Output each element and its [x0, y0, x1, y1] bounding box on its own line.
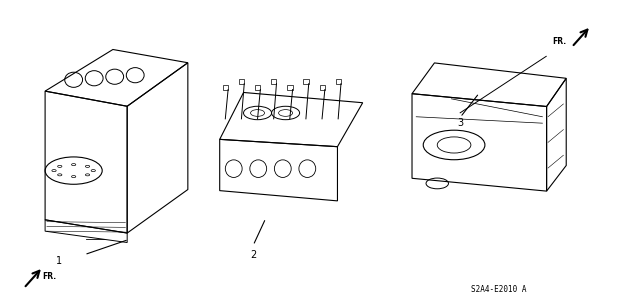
Bar	[287, 85, 292, 90]
Bar	[255, 85, 260, 90]
Text: 2: 2	[250, 250, 256, 260]
Text: FR.: FR.	[552, 37, 566, 46]
Bar	[271, 79, 276, 84]
Text: 1: 1	[56, 256, 62, 266]
Bar	[223, 85, 228, 90]
Text: S2A4-E2010 A: S2A4-E2010 A	[470, 286, 526, 294]
Bar	[319, 85, 325, 90]
Bar	[303, 79, 308, 84]
Text: FR.: FR.	[42, 272, 56, 281]
Text: 3: 3	[457, 119, 463, 128]
Bar	[239, 79, 244, 84]
Bar	[335, 79, 341, 84]
